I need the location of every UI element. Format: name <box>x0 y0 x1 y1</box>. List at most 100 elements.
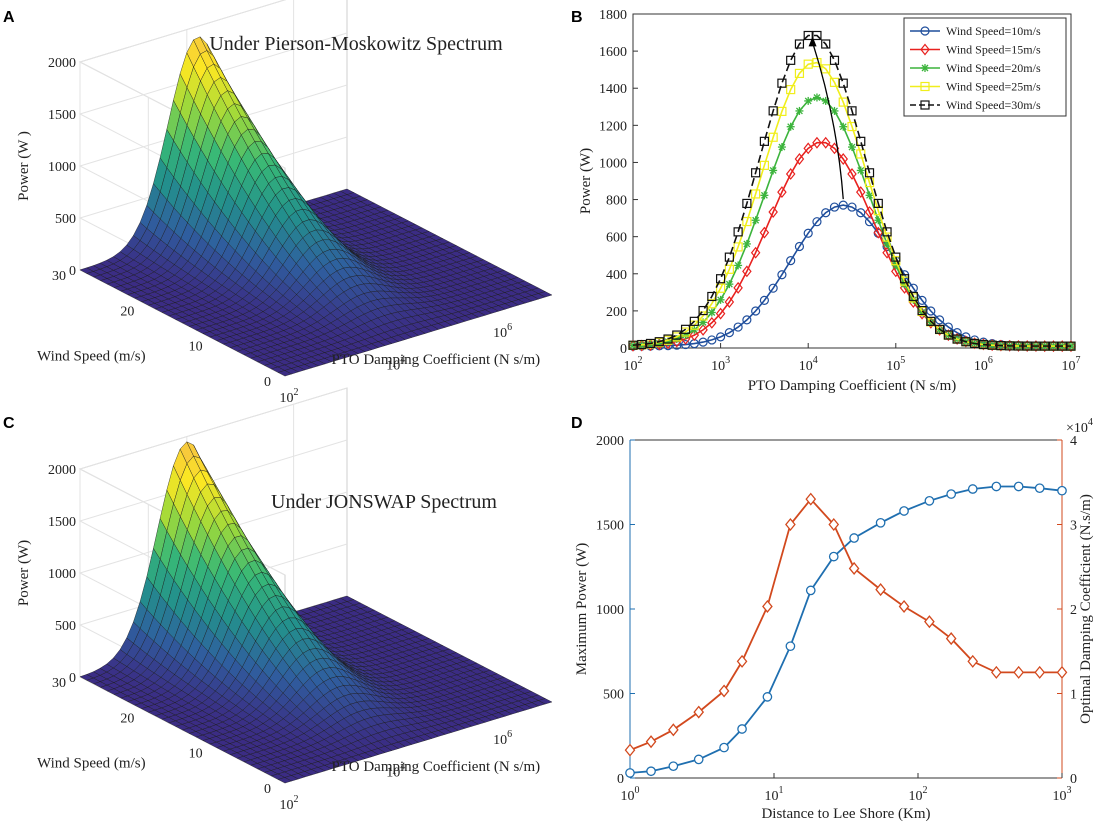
y-tick-label-b: 1600 <box>599 45 627 60</box>
data-point <box>829 77 840 87</box>
data-point <box>707 308 716 317</box>
data-point <box>838 97 848 107</box>
y-tick-label-right: 0 <box>1070 772 1077 787</box>
data-point <box>759 136 770 146</box>
data-point <box>873 226 884 239</box>
data-point <box>1057 340 1068 353</box>
data-point <box>1022 341 1032 351</box>
y-tick-label: 20 <box>120 711 134 726</box>
data-point <box>875 517 886 528</box>
data-point <box>1031 341 1041 351</box>
data-point <box>718 684 730 698</box>
x-axis-label-b: PTO Damping Coefficient (N s/m) <box>748 378 957 394</box>
data-point <box>1056 665 1068 679</box>
data-point <box>848 143 856 152</box>
data-point <box>724 328 734 338</box>
y-tick-label-left: 1000 <box>596 603 624 618</box>
x-tick-label-base: 10 <box>386 766 400 781</box>
data-point <box>768 132 778 142</box>
data-point <box>805 492 817 506</box>
data-point <box>1040 341 1050 351</box>
surface-title-a: Under Pierson-Moskowitz Spectrum <box>209 33 503 55</box>
x-tick-label-b: 104 <box>799 355 818 374</box>
panel-letter-d: D <box>571 415 583 432</box>
data-point <box>1057 485 1067 496</box>
data-point <box>768 206 778 219</box>
data-point <box>952 334 962 344</box>
data-point <box>1048 340 1059 353</box>
data-point <box>707 335 717 345</box>
z-tick-label: 2000 <box>48 463 76 478</box>
data-point <box>628 339 638 352</box>
data-point <box>945 632 957 646</box>
x-tick-label-b: 107 <box>1062 355 1081 374</box>
y-axis-label-b: Power (W) <box>578 148 594 214</box>
data-point <box>864 177 875 188</box>
data-point <box>751 189 761 199</box>
star-stroke <box>857 166 865 174</box>
data-point <box>693 705 705 719</box>
data-point <box>805 585 816 596</box>
y-axis-label: Wind Speed (m/s) <box>37 756 146 772</box>
y-tick-label-b: 0 <box>620 342 627 357</box>
x-tick-label: 104 <box>386 355 405 374</box>
x-tick-label-b-base: 10 <box>974 359 988 374</box>
surface-cell <box>537 291 553 298</box>
x-tick-label-base: 10 <box>493 326 507 341</box>
data-point <box>991 481 1002 492</box>
data-point <box>1031 340 1041 353</box>
data-point <box>733 322 743 332</box>
data-point <box>848 561 860 575</box>
data-point <box>838 200 848 210</box>
data-point <box>785 517 796 532</box>
data-point <box>838 153 849 165</box>
x-tick-label: 102 <box>280 794 299 813</box>
data-point <box>856 208 866 218</box>
surface-a <box>79 36 553 377</box>
data-point <box>742 216 752 227</box>
data-point <box>625 768 635 778</box>
data-point <box>899 506 909 516</box>
data-point <box>961 337 971 347</box>
data-point <box>786 122 795 131</box>
y-tick-label-left: 2000 <box>596 434 624 449</box>
data-point <box>875 583 886 597</box>
star-stroke <box>752 216 760 224</box>
star-stroke <box>690 326 698 334</box>
x-tick-label-b-base: 10 <box>711 359 725 374</box>
data-point <box>855 186 866 199</box>
x-tick-label-d-base: 10 <box>909 789 923 804</box>
x-tick-label-d: 103 <box>1053 785 1072 804</box>
y-tick-label: 30 <box>52 269 66 284</box>
legend-label: Wind Speed=30m/s <box>946 98 1041 112</box>
star-stroke <box>831 107 838 115</box>
data-point <box>751 216 760 225</box>
data-point <box>987 339 997 352</box>
x-tick-label-d-exp: 3 <box>1067 785 1072 796</box>
y-tick-label-b: 600 <box>606 231 627 246</box>
x-tick-label-b: 105 <box>886 355 905 374</box>
star-stroke <box>839 123 847 131</box>
x-tick-label-d-exp: 0 <box>635 785 640 796</box>
data-point <box>742 198 752 209</box>
multiplier-exp: 4 <box>1088 417 1093 428</box>
data-point <box>769 166 778 175</box>
data-point <box>759 226 770 239</box>
data-point <box>668 723 679 737</box>
x-tick-label-base: 10 <box>280 798 294 813</box>
surface-title-c: Under JONSWAP Spectrum <box>271 491 497 513</box>
legend-box <box>903 17 1067 117</box>
series-5 <box>628 30 1076 351</box>
data-point <box>917 305 927 316</box>
x-tick-label-b-exp: 3 <box>725 355 730 366</box>
x-tick-label-b-exp: 5 <box>900 355 905 366</box>
right-axis-multiplier: ×104 <box>1066 417 1093 436</box>
y-tick-label-b: 1200 <box>599 119 627 134</box>
x-tick-label-b-base: 10 <box>886 359 900 374</box>
data-point <box>629 341 637 350</box>
z-tick-label: 0 <box>69 671 76 686</box>
data-point <box>898 599 910 613</box>
